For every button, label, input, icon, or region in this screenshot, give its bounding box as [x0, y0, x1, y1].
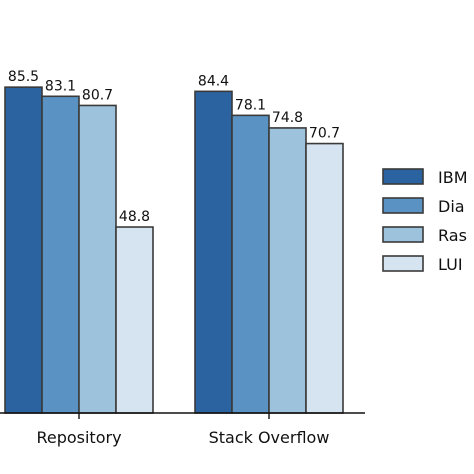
legend-label-lui: LUI [438, 255, 463, 274]
bar-repository-ibm [4, 86, 43, 414]
x-tick-label: Stack Overflow [209, 428, 330, 447]
bar-repository-dia [41, 95, 80, 414]
legend-label-ibm: IBM [438, 168, 468, 187]
value-labels-layer: 85.5 83.1 80.7 48.8 84.4 78.1 74.8 70.7 [8, 69, 340, 225]
value-label: 84.4 [198, 73, 229, 89]
bar-stack-overflow-lui [305, 142, 344, 414]
legend-label-ras: Ras [438, 226, 467, 245]
bars-layer [4, 86, 344, 414]
bar-stack-overflow-dia [231, 114, 270, 414]
bar-stack-overflow-ras [268, 127, 307, 414]
value-label: 74.8 [272, 110, 303, 126]
legend-label-dia: Dia [438, 197, 465, 216]
legend-swatch-ras [382, 226, 424, 243]
legend-swatch-dia [382, 197, 424, 214]
bar-repository-ras [78, 104, 117, 414]
value-label: 80.7 [82, 87, 113, 103]
value-label: 85.5 [8, 69, 39, 85]
legend-swatch-lui [382, 255, 424, 272]
value-label: 48.8 [119, 209, 150, 225]
legend-swatch-ibm [382, 168, 424, 185]
x-tick-label: Repository [36, 428, 121, 447]
value-label: 83.1 [45, 78, 76, 94]
bar-repository-lui [115, 226, 154, 414]
x-ticks-layer: Repository Stack Overflow [36, 413, 329, 447]
legend: IBM Dia Ras LUI [382, 168, 468, 274]
bar-stack-overflow-ibm [194, 90, 233, 414]
value-label: 78.1 [235, 97, 266, 113]
value-label: 70.7 [309, 126, 340, 142]
